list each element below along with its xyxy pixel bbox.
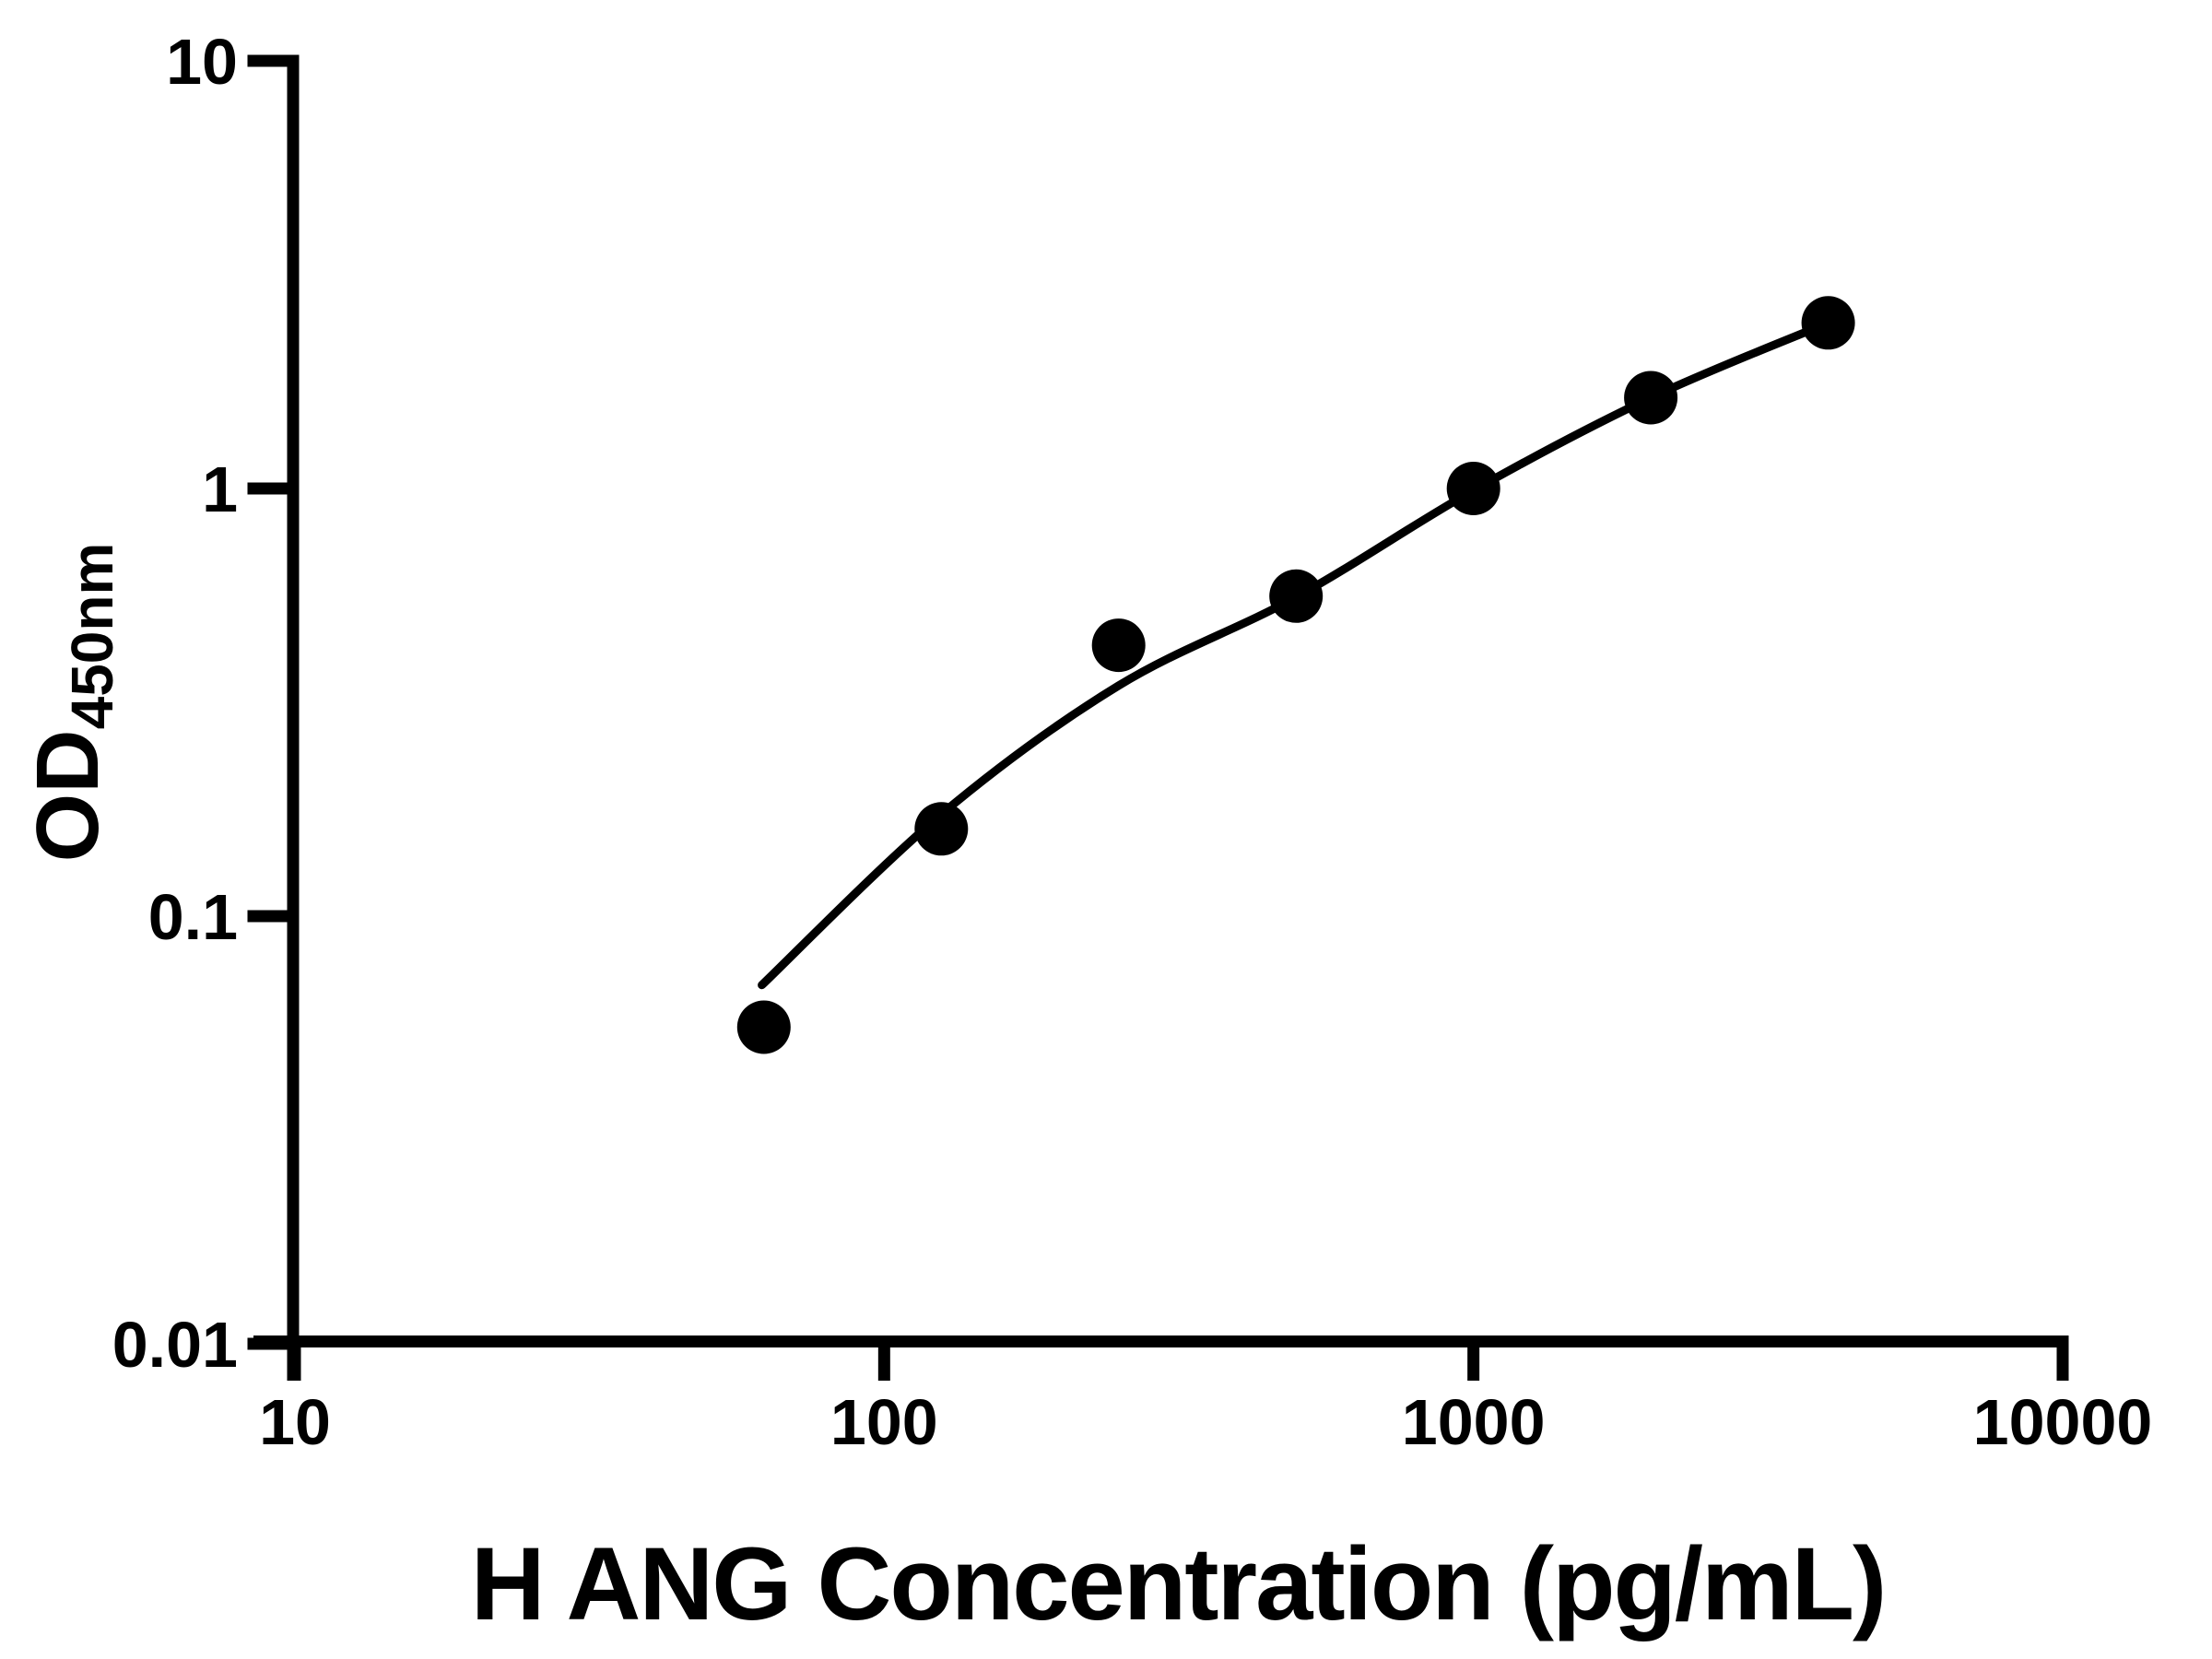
x-tick-label: 100: [830, 1386, 938, 1458]
y-axis-tick-labels: 10 1 0.1 0.01: [112, 26, 238, 1381]
x-axis-tick-labels: 10 100 1000 10000: [259, 1386, 2152, 1458]
y-axis-title-subscript: 450nm: [59, 543, 125, 730]
x-tick: [1467, 1335, 1480, 1381]
data-point: [914, 802, 969, 856]
y-tick: [247, 910, 300, 923]
fit-curve: [758, 318, 1833, 990]
y-tick-label: 1: [202, 453, 238, 525]
y-tick: [247, 482, 300, 495]
data-points: [736, 296, 1855, 1054]
y-tick-label: 0.01: [112, 1309, 238, 1381]
y-tick-label: 10: [166, 26, 238, 98]
x-tick-label: 10000: [1973, 1386, 2153, 1458]
data-point: [1446, 462, 1500, 515]
y-tick: [247, 1337, 300, 1350]
x-tick-label: 1000: [1402, 1386, 1546, 1458]
x-axis-spine: [253, 1335, 2068, 1347]
y-axis-title-main: OD: [18, 729, 117, 862]
y-axis-title: OD450nm: [18, 543, 125, 863]
y-axis-spine: [287, 60, 300, 1381]
data-point: [1801, 296, 1855, 350]
x-tick-label: 10: [259, 1386, 331, 1458]
data-point: [736, 1000, 791, 1054]
x-tick: [877, 1335, 890, 1381]
y-tick-label: 0.1: [148, 881, 238, 953]
x-axis-title: H ANG Concentration (pg/mL): [471, 1526, 1886, 1641]
x-tick: [2056, 1335, 2069, 1381]
y-tick: [247, 54, 300, 67]
data-point: [1091, 618, 1146, 673]
data-point: [1624, 371, 1678, 425]
x-axis-ticks: [288, 1335, 2069, 1381]
y-axis-ticks: [247, 54, 300, 1350]
data-point: [1269, 569, 1324, 623]
